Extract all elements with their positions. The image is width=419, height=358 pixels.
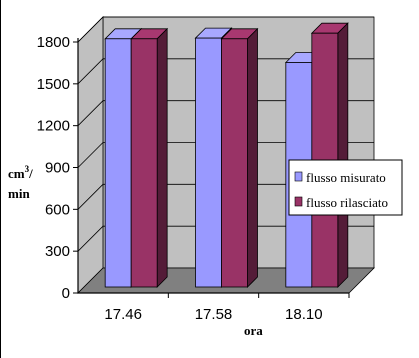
y-tick-label: 900	[45, 160, 70, 177]
legend: flusso misurato flusso rilasciato	[288, 159, 403, 216]
bar-side	[247, 27, 258, 288]
gridline	[77, 225, 374, 252]
y-tick-label: 1800	[37, 34, 70, 51]
axes	[73, 38, 350, 298]
gridline	[77, 100, 374, 126]
gridline	[77, 142, 374, 168]
legend-box	[288, 159, 403, 216]
x-tick-labels: 17.46 17.58 18.10	[104, 306, 322, 323]
bar-front	[221, 38, 248, 288]
y-axis-title: cm3/	[8, 164, 33, 181]
bar-flusso-rilasciato-18.10	[310, 22, 349, 288]
bar-front	[104, 38, 132, 288]
gridline	[77, 58, 374, 85]
x-axis-title: ora	[244, 323, 263, 338]
legend-swatch-flusso-rilasciato	[294, 196, 303, 207]
y-tick-label: 300	[45, 243, 70, 260]
y-tick-label: 0	[62, 285, 70, 302]
gridlines	[77, 16, 374, 252]
legend-label-flusso-misurato: flusso misurato	[306, 170, 386, 185]
x-tick-label: 17.58	[195, 306, 233, 323]
bar-flusso-rilasciato-17.46	[130, 27, 169, 288]
bar-front	[195, 37, 222, 288]
legend-label-flusso-rilasciato: flusso rilasciato	[306, 195, 388, 210]
y-tick-label: 1500	[37, 76, 70, 93]
legend-swatch-flusso-misurato	[294, 171, 303, 182]
bar-side	[156, 27, 168, 288]
bar-side	[337, 22, 349, 288]
bars	[104, 22, 349, 288]
gridline	[77, 16, 374, 43]
gridline	[77, 183, 374, 210]
bar-flusso-rilasciato-17.58	[220, 27, 259, 288]
x-tick-label: 18.10	[285, 306, 323, 323]
y-tick-label: 600	[45, 201, 70, 218]
bar-front	[130, 38, 158, 288]
y-tick-labels: 0 300 600 900 1200 1500 1800	[37, 34, 70, 302]
x-tick-label: 17.46	[104, 306, 142, 323]
y-tick-label: 1200	[37, 118, 70, 135]
y-axis-title-per: min	[8, 186, 30, 201]
